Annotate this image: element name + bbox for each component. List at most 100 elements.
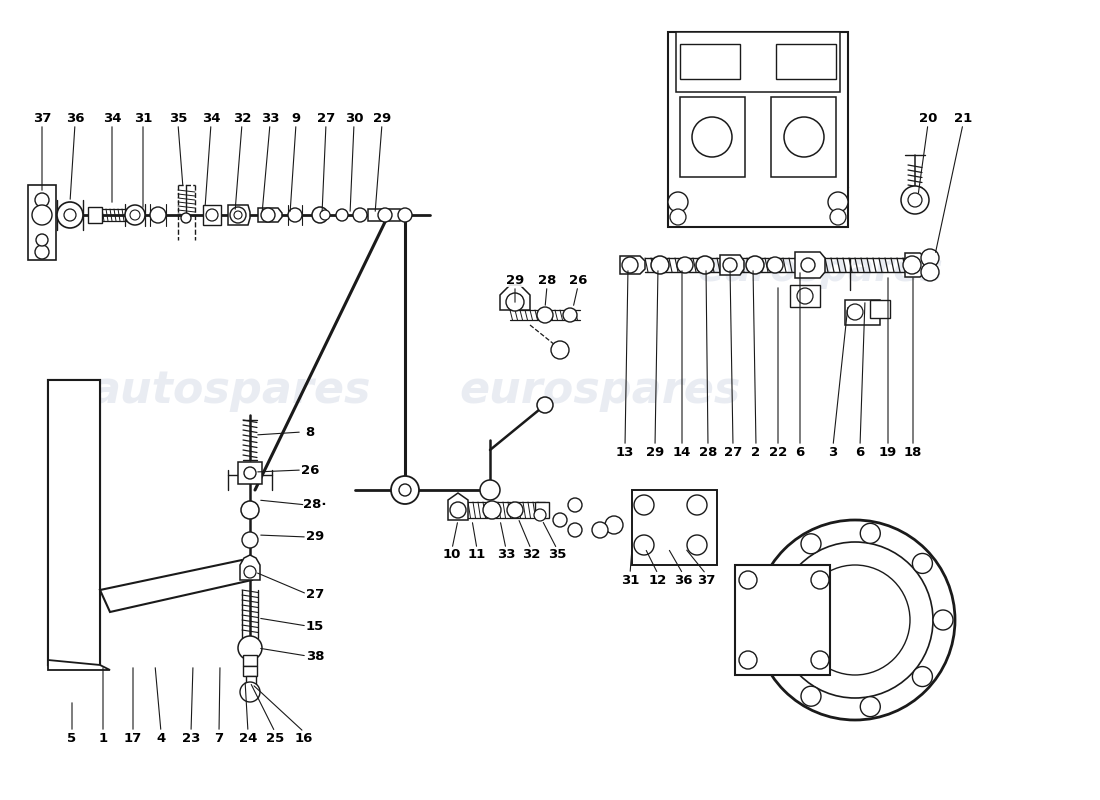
Text: 31: 31 [134, 111, 152, 125]
Bar [676, 32, 840, 92]
Text: 32: 32 [521, 549, 540, 562]
Text: 6: 6 [856, 446, 865, 458]
Text: 17: 17 [124, 731, 142, 745]
Bar [771, 97, 836, 177]
Text: 4: 4 [156, 731, 166, 745]
Bar [28, 185, 56, 260]
Circle shape [230, 207, 246, 223]
Text: 12: 12 [649, 574, 667, 586]
Text: 33: 33 [497, 549, 515, 562]
Text: 16: 16 [295, 731, 313, 745]
Circle shape [35, 193, 50, 207]
Text: 32: 32 [233, 111, 251, 125]
Text: 36: 36 [673, 574, 692, 586]
Circle shape [483, 501, 500, 519]
Circle shape [288, 208, 302, 222]
Circle shape [811, 651, 829, 669]
Circle shape [801, 258, 815, 272]
Circle shape [828, 192, 848, 212]
Circle shape [234, 211, 242, 219]
Circle shape [534, 509, 546, 521]
Text: 37: 37 [33, 111, 52, 125]
Circle shape [551, 341, 569, 359]
Circle shape [784, 117, 824, 157]
Text: 8: 8 [306, 426, 315, 438]
Text: 3: 3 [828, 446, 837, 458]
Bar [243, 655, 257, 666]
Polygon shape [500, 285, 530, 310]
Text: 31: 31 [620, 574, 639, 586]
Circle shape [908, 193, 922, 207]
Text: 19: 19 [879, 446, 898, 458]
Circle shape [634, 535, 654, 555]
Circle shape [605, 516, 623, 534]
Bar [535, 502, 549, 518]
Text: 7: 7 [214, 731, 223, 745]
Circle shape [801, 534, 821, 554]
Polygon shape [258, 208, 282, 222]
Circle shape [746, 256, 764, 274]
Text: 22: 22 [769, 446, 788, 458]
Circle shape [312, 207, 328, 223]
Circle shape [507, 502, 522, 518]
Circle shape [398, 208, 412, 222]
Circle shape [244, 566, 256, 578]
Text: 27: 27 [306, 587, 324, 601]
Bar [48, 380, 100, 665]
Polygon shape [48, 660, 110, 670]
Circle shape [244, 467, 256, 479]
Text: 9: 9 [292, 111, 300, 125]
Circle shape [553, 513, 566, 527]
Circle shape [537, 307, 553, 323]
Text: 13: 13 [616, 446, 635, 458]
Circle shape [777, 542, 933, 698]
Circle shape [57, 202, 82, 228]
Circle shape [206, 209, 218, 221]
Text: 37: 37 [696, 574, 715, 586]
Circle shape [830, 209, 846, 225]
Polygon shape [368, 209, 404, 221]
Circle shape [568, 523, 582, 537]
Text: 2: 2 [751, 446, 760, 458]
Bar [680, 97, 745, 177]
Circle shape [688, 495, 707, 515]
Text: 28: 28 [538, 274, 557, 286]
Circle shape [912, 666, 933, 686]
Text: 38: 38 [306, 650, 324, 662]
Text: eurospares: eurospares [460, 369, 740, 411]
Polygon shape [620, 256, 645, 274]
Text: 29: 29 [373, 111, 392, 125]
Circle shape [860, 697, 880, 717]
Circle shape [801, 686, 821, 706]
Circle shape [36, 234, 48, 246]
Text: 29: 29 [646, 446, 664, 458]
Polygon shape [905, 253, 928, 277]
Text: 34: 34 [102, 111, 121, 125]
Circle shape [563, 308, 578, 322]
Circle shape [150, 207, 166, 223]
Bar [870, 300, 890, 318]
Text: 28·: 28· [304, 498, 327, 511]
Circle shape [336, 209, 348, 221]
Circle shape [378, 208, 392, 222]
Circle shape [903, 256, 921, 274]
Bar [632, 490, 717, 565]
Bar [48, 380, 100, 665]
Text: 27: 27 [317, 111, 336, 125]
Circle shape [762, 580, 782, 600]
Text: 23: 23 [182, 731, 200, 745]
Text: 20: 20 [918, 111, 937, 125]
Text: 11: 11 [468, 549, 486, 562]
Text: 30: 30 [344, 111, 363, 125]
Circle shape [240, 682, 260, 702]
Polygon shape [240, 555, 260, 580]
Bar [776, 44, 836, 79]
Polygon shape [795, 252, 825, 278]
Circle shape [182, 213, 191, 223]
Text: 15: 15 [306, 619, 324, 633]
Text: 33: 33 [261, 111, 279, 125]
Text: 1: 1 [98, 731, 108, 745]
Circle shape [723, 258, 737, 272]
Circle shape [676, 257, 693, 273]
Circle shape [241, 501, 258, 519]
